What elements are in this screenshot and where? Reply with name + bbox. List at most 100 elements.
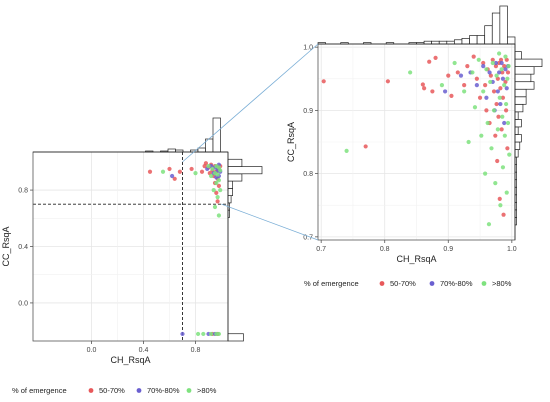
scatter-point — [199, 169, 205, 174]
scatter-point — [504, 57, 509, 62]
scatter-point — [505, 120, 511, 126]
x-tick-label: 0.9 — [443, 246, 453, 253]
scatter-point — [484, 67, 489, 72]
x-tick-label: 0.8 — [191, 347, 201, 354]
scatter-point — [493, 133, 498, 138]
scatter-point — [167, 166, 172, 172]
scatter-point — [500, 95, 506, 100]
scatter-point — [160, 169, 166, 174]
scatter-point — [497, 196, 502, 202]
scatter-point — [215, 195, 220, 200]
y-tick-label: 0.7 — [303, 234, 313, 241]
scatter-point — [321, 79, 326, 84]
histogram-bar — [454, 39, 463, 45]
scatter-point — [500, 76, 506, 81]
histogram-bar — [227, 166, 263, 175]
scatter-point — [215, 172, 220, 177]
scatter-point — [490, 57, 495, 62]
scatter-point — [209, 173, 214, 179]
scatter-point — [216, 213, 221, 218]
scatter-point — [491, 108, 497, 113]
scatter-point — [449, 93, 454, 98]
legend-title: % of emergence — [304, 279, 359, 288]
scatter-point — [172, 176, 177, 181]
gridlines — [33, 152, 228, 341]
legend-marker — [379, 281, 385, 286]
histogram-bar — [514, 141, 521, 150]
x-tick-label: 1.0 — [507, 246, 517, 253]
y-tick-label: 1.0 — [303, 45, 313, 52]
scatter-point — [504, 108, 509, 113]
scatter-point — [498, 101, 503, 107]
scatter-point — [500, 165, 506, 170]
histogram-bar — [431, 40, 440, 45]
scatter-point — [218, 168, 223, 173]
zoomed-scatter-panel: 0.7 0.8 0.9 1.0 0.7 0.8 0.9 1.0 CH_RsqA CC_RsqA — [286, 5, 543, 264]
scatter-point — [212, 204, 218, 210]
scatter-point — [439, 82, 445, 88]
scatter-point — [477, 95, 483, 100]
data-points — [147, 161, 223, 337]
scatter-point — [493, 60, 499, 66]
histogram-bar — [514, 119, 522, 128]
legend-label: 70%-80% — [440, 279, 473, 288]
x-axis-title: CH_RsqA — [396, 254, 436, 264]
histogram-bar — [476, 35, 486, 45]
x-tick-label: 0.0 — [87, 347, 97, 354]
scatter-point — [501, 212, 506, 217]
scatter-point — [503, 79, 508, 85]
scatter-point — [490, 60, 495, 66]
scatter-point — [177, 169, 182, 174]
scatter-point — [422, 86, 427, 91]
histogram-bar — [499, 5, 508, 45]
scatter-point — [502, 82, 507, 88]
scatter-point — [485, 120, 490, 126]
scatter-point — [489, 146, 494, 151]
scatter-point — [216, 183, 221, 188]
connector-line-bottom — [221, 203, 319, 241]
scatter-point — [470, 70, 475, 75]
scatter-point — [408, 70, 413, 75]
legend-label: 50-70% — [390, 279, 416, 288]
x-tick-label: 0.7 — [316, 246, 326, 253]
histogram-bar — [514, 51, 522, 60]
scatter-point — [486, 222, 492, 227]
scatter-point — [481, 64, 486, 69]
scatter-point — [216, 331, 221, 337]
scatter-point — [488, 73, 493, 78]
scatter-point — [203, 161, 208, 166]
scatter-point — [206, 164, 211, 169]
legend-label: >80% — [492, 279, 512, 288]
x-tick-label: 0.4 — [139, 347, 149, 354]
scatter-point — [502, 133, 507, 138]
histogram-bar — [227, 173, 243, 182]
scatter-point — [170, 173, 175, 179]
scatter-point — [500, 114, 505, 119]
x-axis-title: CH_RsqA — [110, 355, 150, 365]
histogram-bar — [227, 195, 232, 204]
scatter-point — [420, 82, 425, 87]
scatter-point — [504, 86, 509, 91]
histogram-bar — [469, 35, 478, 45]
right-marginal-histogram — [514, 44, 543, 240]
histogram-bar — [514, 66, 535, 75]
scatter-point — [147, 169, 153, 174]
scatter-point — [494, 101, 499, 107]
scatter-point — [497, 70, 502, 75]
y-tick-label: 0.0 — [18, 300, 28, 307]
scatter-point — [465, 64, 470, 69]
scatter-point — [474, 82, 479, 88]
scatter-point — [505, 146, 510, 151]
scatter-point — [458, 73, 464, 78]
y-axis-title: CC_RsqA — [286, 122, 296, 162]
scatter-point — [472, 105, 478, 110]
histogram-bar — [484, 25, 493, 45]
histogram-bar — [461, 38, 470, 45]
scatter-point — [462, 89, 467, 94]
scatter-point — [483, 171, 488, 176]
scatter-point — [495, 89, 500, 94]
scatter-point — [497, 51, 502, 56]
scatter-point — [214, 180, 219, 186]
scatter-point — [214, 190, 219, 196]
scatter-point — [491, 89, 497, 94]
